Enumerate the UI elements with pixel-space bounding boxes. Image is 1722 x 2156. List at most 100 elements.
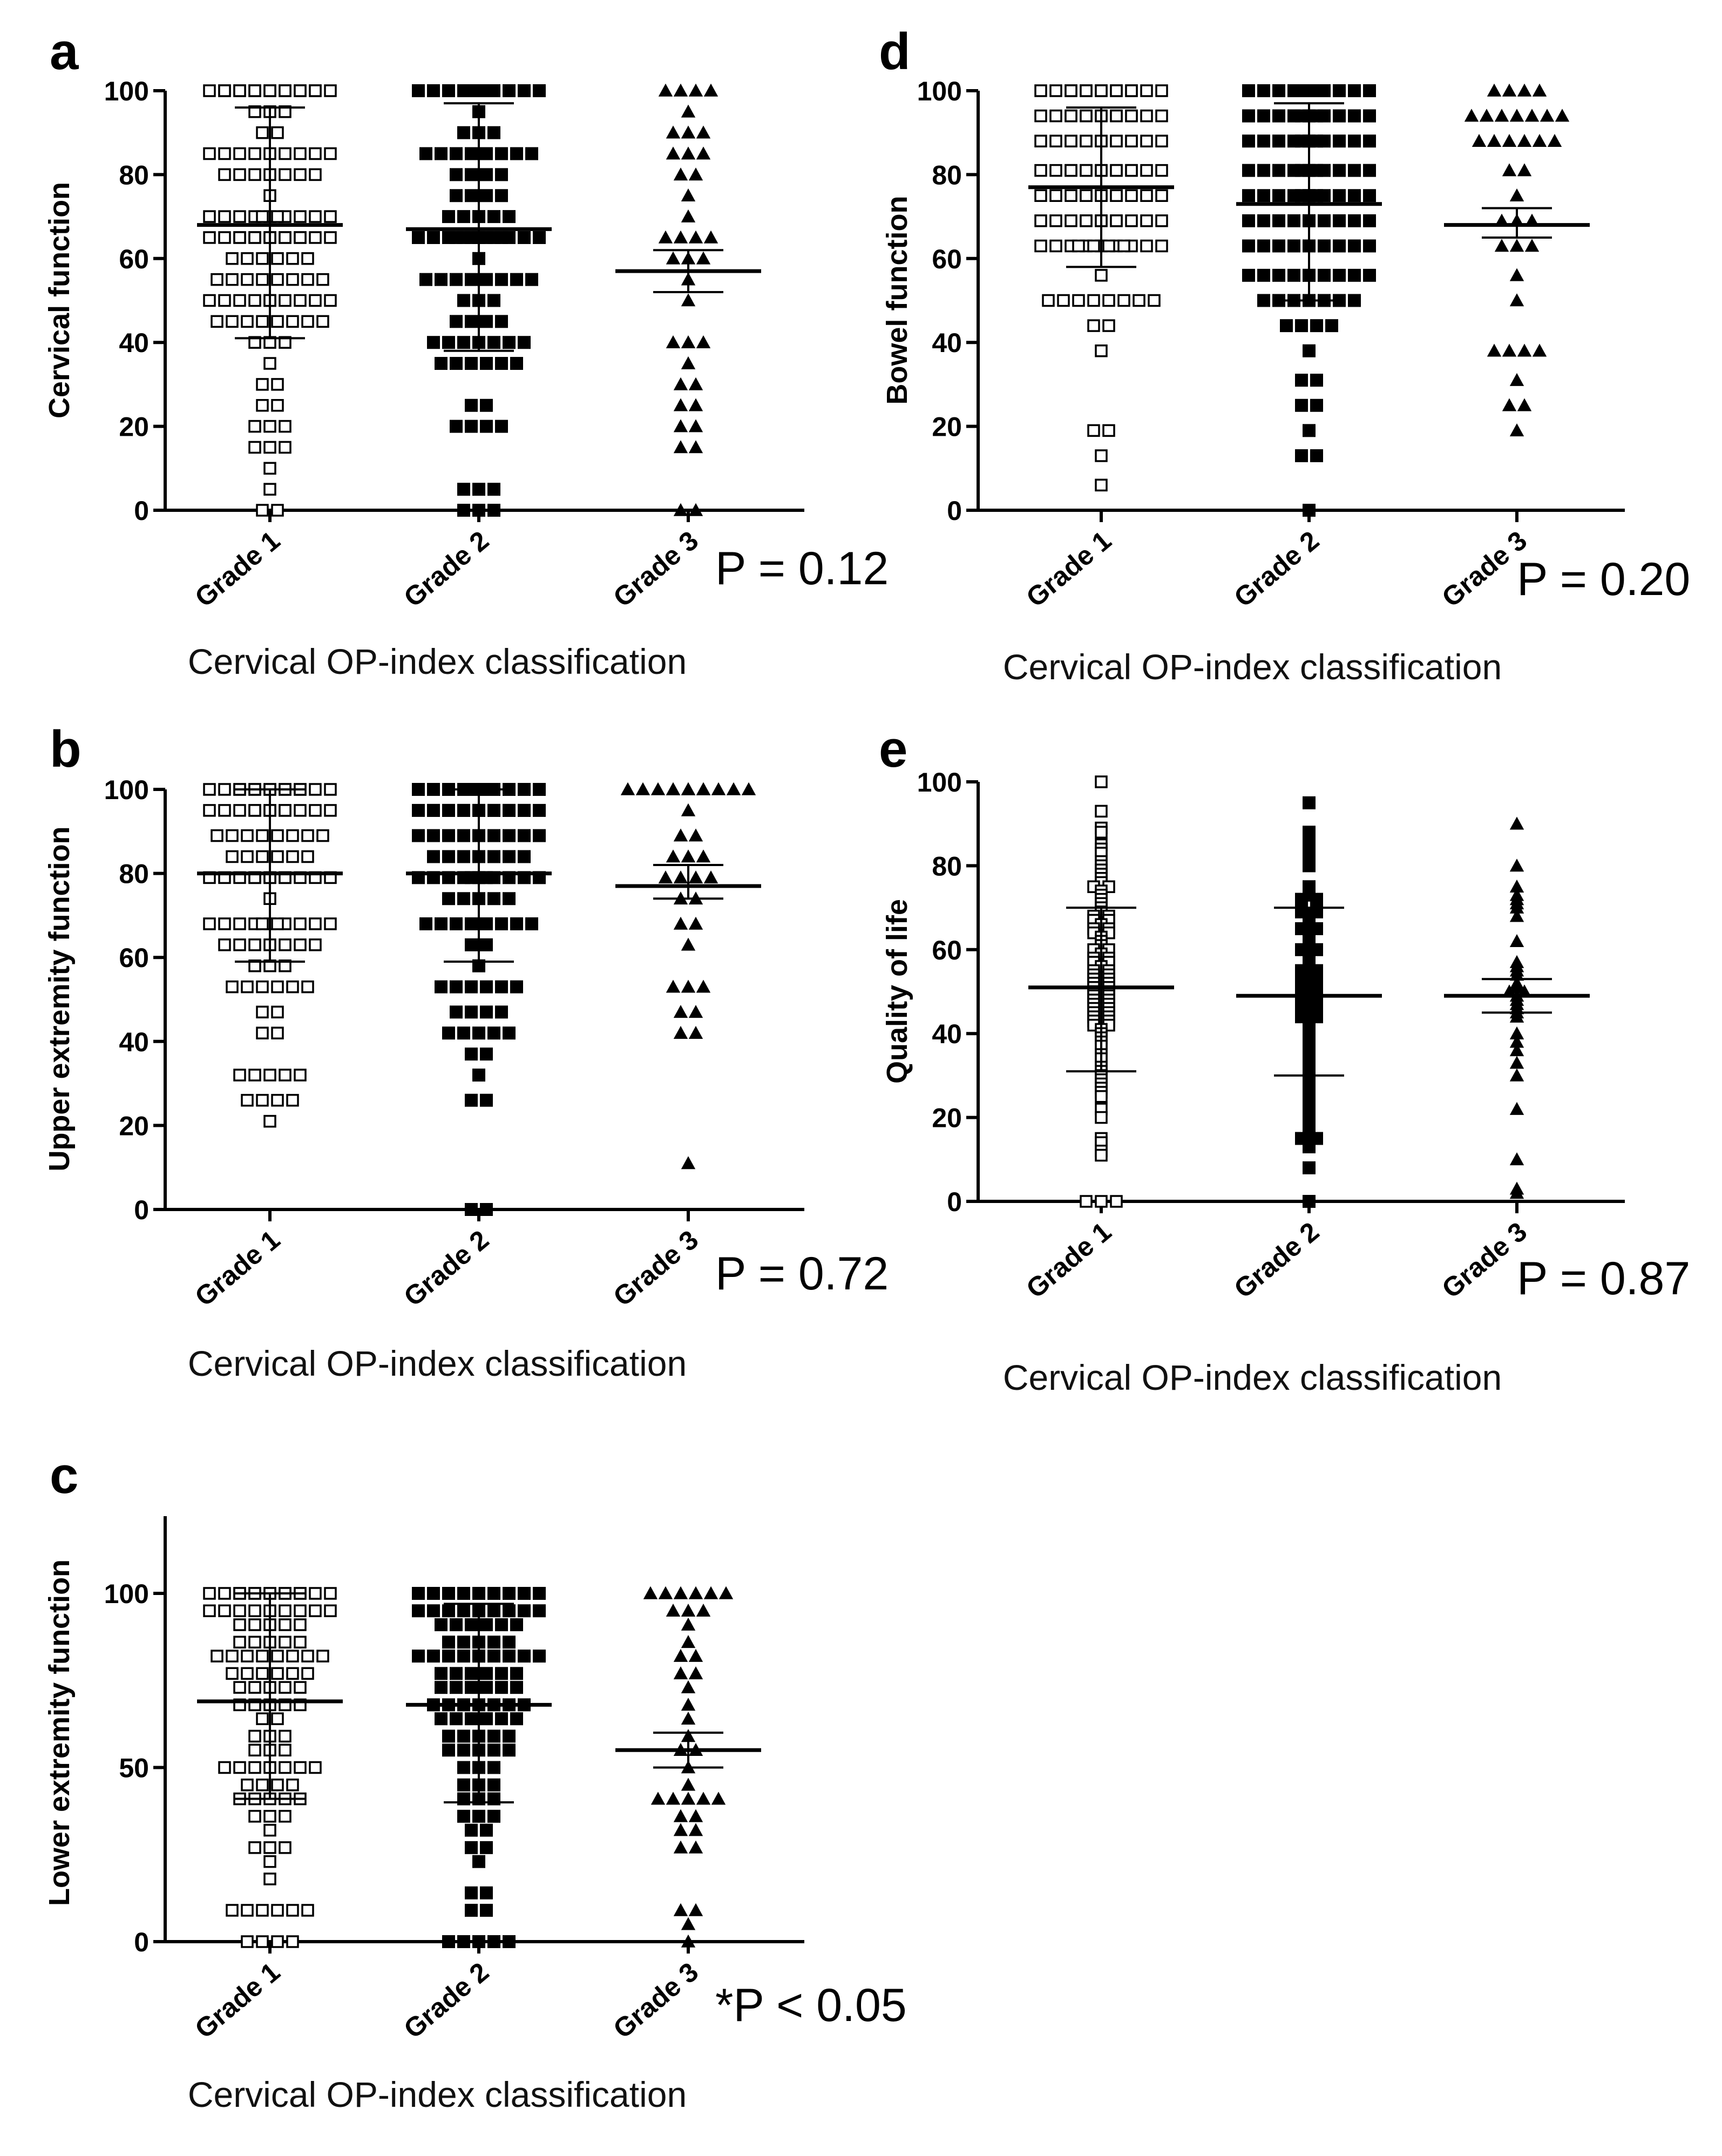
data-point	[525, 273, 538, 286]
data-point	[450, 1712, 463, 1726]
data-point	[1487, 134, 1502, 147]
data-point	[442, 803, 455, 817]
data-point	[316, 829, 329, 842]
data-point	[256, 210, 269, 223]
data-point	[450, 1681, 463, 1694]
data-point	[279, 1761, 291, 1774]
data-point	[480, 1681, 493, 1694]
data-point	[1509, 1186, 1524, 1199]
data-point	[1509, 1009, 1524, 1023]
data-point	[316, 273, 329, 286]
data-point	[1034, 189, 1047, 202]
data-point	[279, 1681, 291, 1694]
data-point	[681, 104, 696, 118]
data-point	[1547, 134, 1562, 147]
data-point	[1110, 134, 1123, 147]
data-point	[248, 1604, 261, 1617]
data-point	[533, 803, 546, 817]
data-point	[457, 1635, 470, 1649]
data-point	[1102, 424, 1115, 437]
data-point	[643, 1586, 658, 1599]
data-point	[480, 1203, 493, 1216]
data-point	[211, 273, 223, 286]
data-point	[233, 231, 246, 244]
data-point	[1087, 319, 1100, 332]
data-point	[533, 84, 546, 97]
data-point	[233, 1635, 246, 1649]
data-point	[681, 335, 696, 348]
data-point	[427, 336, 440, 349]
data-point	[279, 168, 291, 181]
data-point	[681, 1934, 696, 1948]
data-point	[1080, 134, 1093, 147]
data-point	[263, 483, 276, 496]
data-point	[681, 1698, 696, 1711]
data-point	[309, 84, 322, 97]
data-point	[525, 917, 538, 930]
data-point	[309, 231, 322, 244]
data-point	[226, 980, 239, 993]
data-point	[703, 83, 718, 97]
data-point	[324, 210, 337, 223]
data-point	[442, 1026, 455, 1040]
data-point	[487, 294, 500, 307]
y-tick-label: 20	[932, 412, 962, 442]
data-point	[726, 782, 741, 795]
series-grade-2	[1236, 796, 1382, 1208]
y-tick-label: 40	[932, 328, 962, 358]
data-point	[696, 979, 711, 993]
data-point	[1494, 109, 1509, 122]
data-point	[650, 782, 666, 795]
x-tick-label: Grade 3	[607, 1957, 704, 2045]
data-point	[650, 1792, 666, 1805]
data-point	[1242, 109, 1255, 123]
p-value: P = 0.12	[715, 543, 889, 594]
data-point	[435, 357, 448, 370]
data-point	[658, 83, 673, 97]
data-point	[465, 1823, 478, 1837]
data-point	[703, 870, 718, 884]
data-point	[1333, 189, 1346, 202]
data-point	[1303, 1195, 1316, 1208]
data-point	[324, 1604, 337, 1617]
data-point	[681, 1635, 696, 1648]
data-point	[241, 980, 254, 993]
data-point	[271, 252, 284, 265]
y-tick-label: 80	[119, 859, 149, 889]
data-point	[518, 1650, 531, 1663]
data-point	[435, 147, 448, 160]
data-point	[533, 1650, 546, 1663]
data-point	[465, 147, 478, 160]
data-point	[256, 1005, 269, 1019]
data-point	[324, 147, 337, 160]
data-point	[1272, 134, 1285, 148]
data-point	[681, 1917, 696, 1930]
data-point	[480, 357, 493, 370]
data-point	[681, 356, 696, 369]
data-point	[457, 210, 470, 224]
data-point	[480, 1712, 493, 1726]
data-point	[1287, 268, 1300, 282]
data-point	[688, 1026, 703, 1039]
data-point	[279, 1635, 291, 1649]
data-point	[1257, 164, 1270, 177]
data-point	[1295, 374, 1308, 387]
data-point	[442, 1743, 455, 1757]
data-point	[1102, 239, 1115, 253]
data-point	[1333, 134, 1346, 148]
data-point	[256, 1779, 269, 1792]
data-point	[248, 1069, 261, 1082]
data-point	[1065, 189, 1077, 202]
data-point	[316, 1650, 329, 1662]
data-point	[256, 315, 269, 328]
data-point	[1509, 293, 1524, 307]
data-point	[241, 1779, 254, 1792]
y-tick-label: 60	[932, 935, 962, 965]
data-point	[1333, 84, 1346, 97]
data-point	[673, 1666, 688, 1680]
data-point	[480, 938, 493, 951]
data-point	[510, 1618, 523, 1632]
data-point	[286, 1093, 299, 1107]
data-point	[1303, 424, 1316, 437]
